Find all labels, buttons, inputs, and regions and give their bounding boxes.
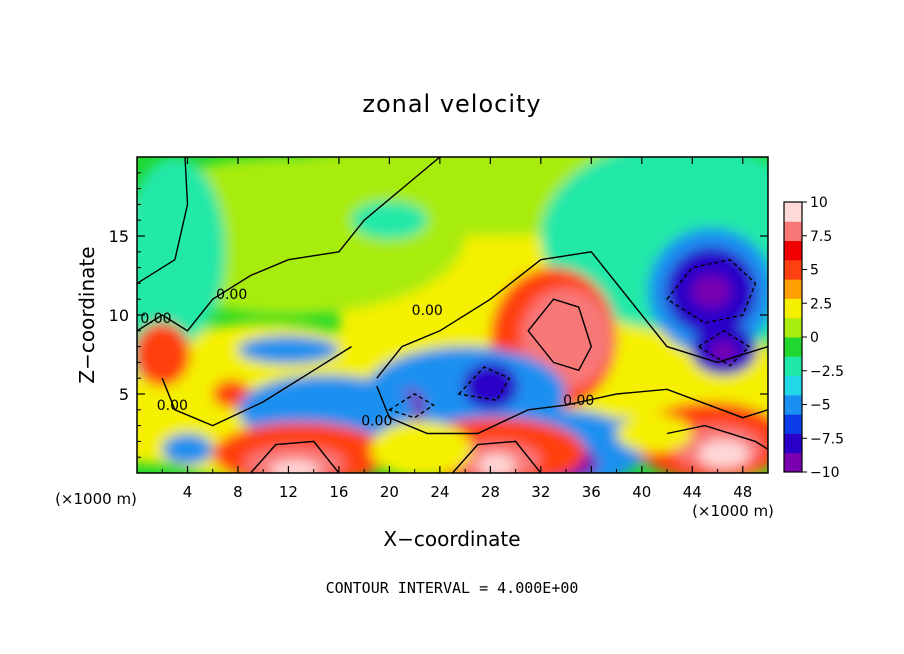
x-axis-ticks: 4 8 12 16 20 24 28 32 36 40 44 48 <box>161 157 752 501</box>
colorbar-tick-label-4: 0 <box>810 330 819 346</box>
field-region-30 <box>162 433 213 466</box>
colorbar-swatch-13 <box>784 202 802 222</box>
colorbar-swatch-7 <box>784 317 802 338</box>
colorbar-swatch-4 <box>784 375 802 396</box>
field-region-29 <box>237 335 339 364</box>
contour-plus-four-core <box>527 298 593 372</box>
colorbar-tick-label-8: −10 <box>810 465 840 481</box>
colorbar-tick-label-1: 7.5 <box>810 229 832 245</box>
colorbar-tick-label-0: 10 <box>810 195 828 211</box>
contour-labels: 0.00 0.00 0.00 0.00 0.00 0.00 <box>140 287 594 429</box>
contour-plus-four-bottom-right <box>666 424 768 450</box>
x-tick-label-36: 36 <box>582 483 601 501</box>
contour-plus-four-bottom-left <box>250 440 340 473</box>
colorbar-swatch-8 <box>784 298 802 319</box>
contour-label-1: 0.00 <box>216 287 247 303</box>
colorbar-tick-label-2: 5 <box>810 263 819 279</box>
contour-interval-footer: CONTOUR INTERVAL = 4.000E+00 <box>326 579 579 597</box>
field-region-24 <box>711 341 737 361</box>
field-region-22 <box>692 275 731 308</box>
contour-minus-four-mid <box>457 366 511 402</box>
x-axis-unit-right: (×1000 m) <box>692 502 774 520</box>
field-region-42 <box>698 439 750 469</box>
colorbar-swatch-1 <box>784 433 802 454</box>
contour-zero-upper-left <box>137 157 189 284</box>
colorbar-tick-label-3: 2.5 <box>810 296 832 312</box>
velocity-field <box>137 157 768 473</box>
x-tick-label-20: 20 <box>380 483 399 501</box>
contour-minus-four-core <box>665 258 757 324</box>
contour-zero-lower <box>376 385 768 435</box>
x-tick-label-16: 16 <box>329 483 348 501</box>
colorbar-swatch-9 <box>784 279 802 299</box>
y-axis-label: Z−coordinate <box>75 246 99 383</box>
colorbar: 10 7.5 5 2.5 0 −2.5 −5 −7.5 −10 <box>783 195 844 481</box>
contour-label-5: 0.00 <box>563 393 594 409</box>
x-tick-label-32: 32 <box>531 483 550 501</box>
contour-zero-upper <box>137 157 441 332</box>
contour-label-3: 0.00 <box>157 398 188 414</box>
contour-plus-four-bottom-mid <box>451 440 542 473</box>
colorbar-swatch-3 <box>784 394 802 415</box>
contour-label-4: 0.00 <box>361 414 392 430</box>
y-tick-label-10: 10 <box>109 306 129 325</box>
x-tick-label-8: 8 <box>233 483 243 501</box>
field-region-26 <box>462 362 519 410</box>
chart-title: zonal velocity <box>362 90 541 118</box>
colorbar-swatch-10 <box>784 259 802 280</box>
x-tick-label-48: 48 <box>733 483 752 501</box>
field-region-19 <box>538 299 594 363</box>
y-tick-label-5: 5 <box>119 385 129 404</box>
contour-lines <box>137 157 768 473</box>
contour-minus-four-left <box>387 393 435 419</box>
y-tick-label-15: 15 <box>109 227 129 246</box>
x-tick-label-12: 12 <box>279 483 298 501</box>
field-region-36 <box>269 460 320 473</box>
colorbar-swatch-2 <box>784 414 802 434</box>
x-tick-label-4: 4 <box>183 483 193 501</box>
colorbar-tick-label-5: −2.5 <box>810 364 844 380</box>
contour-zero-lower-left <box>161 346 352 427</box>
x-tick-label-44: 44 <box>683 483 702 501</box>
y-axis-ticks: 5 10 15 <box>109 172 768 458</box>
field-region-44 <box>616 414 693 453</box>
colorbar-swatch-0 <box>784 452 802 473</box>
field-region-10 <box>351 201 428 240</box>
contour-label-2: 0.00 <box>412 303 443 319</box>
x-tick-label-28: 28 <box>481 483 500 501</box>
plot-area <box>137 157 768 473</box>
x-axis-unit-left: (×1000 m) <box>55 490 137 508</box>
x-tick-label-40: 40 <box>632 483 651 501</box>
contour-label-0: 0.00 <box>140 311 171 327</box>
field-region-35 <box>244 446 346 473</box>
field-region-39 <box>477 454 516 473</box>
x-tick-label-24: 24 <box>430 483 449 501</box>
colorbar-swatch-5 <box>784 356 802 377</box>
colorbar-swatch-11 <box>784 240 802 261</box>
colorbar-swatch-12 <box>784 221 802 242</box>
x-axis-label: X−coordinate <box>383 527 520 551</box>
contour-minus-four-small <box>697 329 751 367</box>
colorbar-swatch-6 <box>784 337 802 357</box>
contour-zero-middle <box>376 251 768 379</box>
colorbar-tick-label-7: −7.5 <box>810 431 844 447</box>
field-region-14 <box>137 322 190 387</box>
colorbar-tick-label-6: −5 <box>810 398 831 414</box>
